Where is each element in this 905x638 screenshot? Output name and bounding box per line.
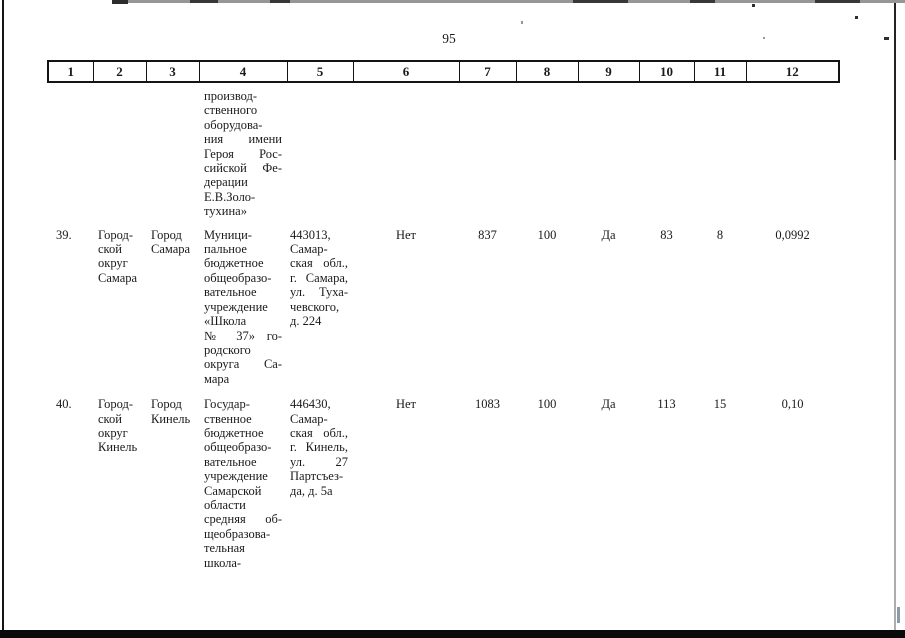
scan-streak-segment xyxy=(815,0,860,3)
table-cell-value: 15 xyxy=(713,397,727,412)
table-cell xyxy=(459,82,516,219)
table-cell-value: 0,10 xyxy=(781,397,804,412)
table-cell-value: Нет xyxy=(395,397,417,412)
scan-edge-bottom xyxy=(0,630,905,638)
table-cell-value: 8 xyxy=(716,227,724,242)
table-cell xyxy=(639,82,694,219)
header-cell-12: 12 xyxy=(745,60,840,83)
scan-streak-top xyxy=(112,0,905,3)
scan-edge-left xyxy=(2,0,4,632)
table-cell xyxy=(353,82,459,219)
header-cell-4: 4 xyxy=(198,60,288,83)
table-cell-address: 446430, Самар-ская обл., г. Кинель, ул. 27 П… xyxy=(290,397,348,498)
header-cell-11: 11 xyxy=(693,60,747,83)
table-cell-value: 113 xyxy=(657,397,676,412)
header-cell-10: 10 xyxy=(638,60,695,83)
table-cell-value: 1083 xyxy=(475,397,500,412)
table-cell-value: Да xyxy=(601,227,616,242)
scan-streak-segment xyxy=(573,0,628,3)
scan-speck xyxy=(521,21,523,24)
header-cell-1: 1 xyxy=(47,60,94,83)
header-cell-8: 8 xyxy=(515,60,579,83)
table-cell-district: Город-ской округ Кинель xyxy=(98,397,138,455)
header-cell-7: 7 xyxy=(458,60,517,83)
table-cell xyxy=(578,82,639,219)
table-cell-value: 100 xyxy=(537,397,557,412)
table-cell xyxy=(746,82,839,219)
scan-edge-right xyxy=(894,0,896,160)
table-cell-address: 443013, Самар-ская обл., г. Самара, ул. Тух… xyxy=(290,227,348,329)
table-row-39: 39. Город-ской округ Самара Город Самара Му… xyxy=(48,219,839,386)
table-cell-organization: Государ-ственное бюджетное общеобразо-вате… xyxy=(204,397,282,570)
header-row: 1 2 3 4 5 6 7 8 9 10 11 12 xyxy=(47,60,840,83)
scan-speck xyxy=(855,16,858,19)
table-cell-city: Город Кинель xyxy=(151,397,191,426)
page-number: 95 xyxy=(442,31,456,46)
table-cell-value: Да xyxy=(601,397,616,412)
table-cell-city: Город Самара xyxy=(151,227,191,257)
scan-streak-segment xyxy=(190,0,218,3)
table-cell xyxy=(694,82,746,219)
table-cell xyxy=(48,82,93,219)
header-cell-6: 6 xyxy=(352,60,460,83)
scan-streak-segment xyxy=(690,0,715,3)
scan-speck xyxy=(752,4,755,7)
table-cell-value: 83 xyxy=(660,227,673,242)
table-cell-index: 40. xyxy=(56,397,72,412)
scan-blob xyxy=(112,0,128,4)
scan-mark-right xyxy=(897,607,900,623)
table-row-40: 40. Город-ской округ Кинель Город Кинель Го… xyxy=(48,386,839,570)
table-cell-organization: Муници-пальное бюджетное общеобразо-ватель… xyxy=(204,227,282,386)
header-cell-2: 2 xyxy=(92,60,147,83)
table-cell-value: 0,0992 xyxy=(775,227,810,242)
scan-speck xyxy=(763,37,765,39)
table-row-continuation: производ-ственного оборудова-ния имени Гер… xyxy=(48,82,839,219)
table-cell-value: Нет xyxy=(395,227,417,242)
table-cell-index: 39. xyxy=(56,227,72,242)
scan-speck xyxy=(884,37,889,40)
table-cell xyxy=(146,82,199,219)
header-cell-9: 9 xyxy=(577,60,640,83)
table-cell xyxy=(516,82,578,219)
table-cell-district: Город-ской округ Самара xyxy=(98,227,138,285)
header-cell-3: 3 xyxy=(145,60,200,83)
header-cell-5: 5 xyxy=(286,60,354,83)
scan-edge-right-faint xyxy=(894,160,896,630)
table-cell xyxy=(287,82,353,219)
table-cell xyxy=(93,82,146,219)
table-cell-value: 837 xyxy=(478,227,497,242)
table-cell-organization: производ-ственного оборудова-ния имени Гер… xyxy=(204,89,282,219)
scan-streak-segment xyxy=(270,0,290,3)
table-cell-value: 100 xyxy=(537,227,557,242)
data-table: 1 2 3 4 5 6 7 8 9 10 11 12 производ-стве… xyxy=(47,60,840,570)
